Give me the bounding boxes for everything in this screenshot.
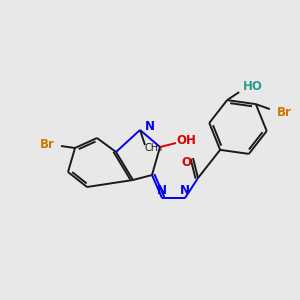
Text: Br: Br — [276, 106, 291, 118]
Text: N: N — [180, 184, 190, 196]
Text: CH₃: CH₃ — [145, 143, 163, 153]
Text: O: O — [181, 157, 191, 169]
Text: OH: OH — [176, 134, 196, 146]
Text: Br: Br — [40, 137, 54, 151]
Text: N: N — [157, 184, 167, 196]
Text: HO: HO — [243, 80, 263, 93]
Text: N: N — [145, 121, 155, 134]
